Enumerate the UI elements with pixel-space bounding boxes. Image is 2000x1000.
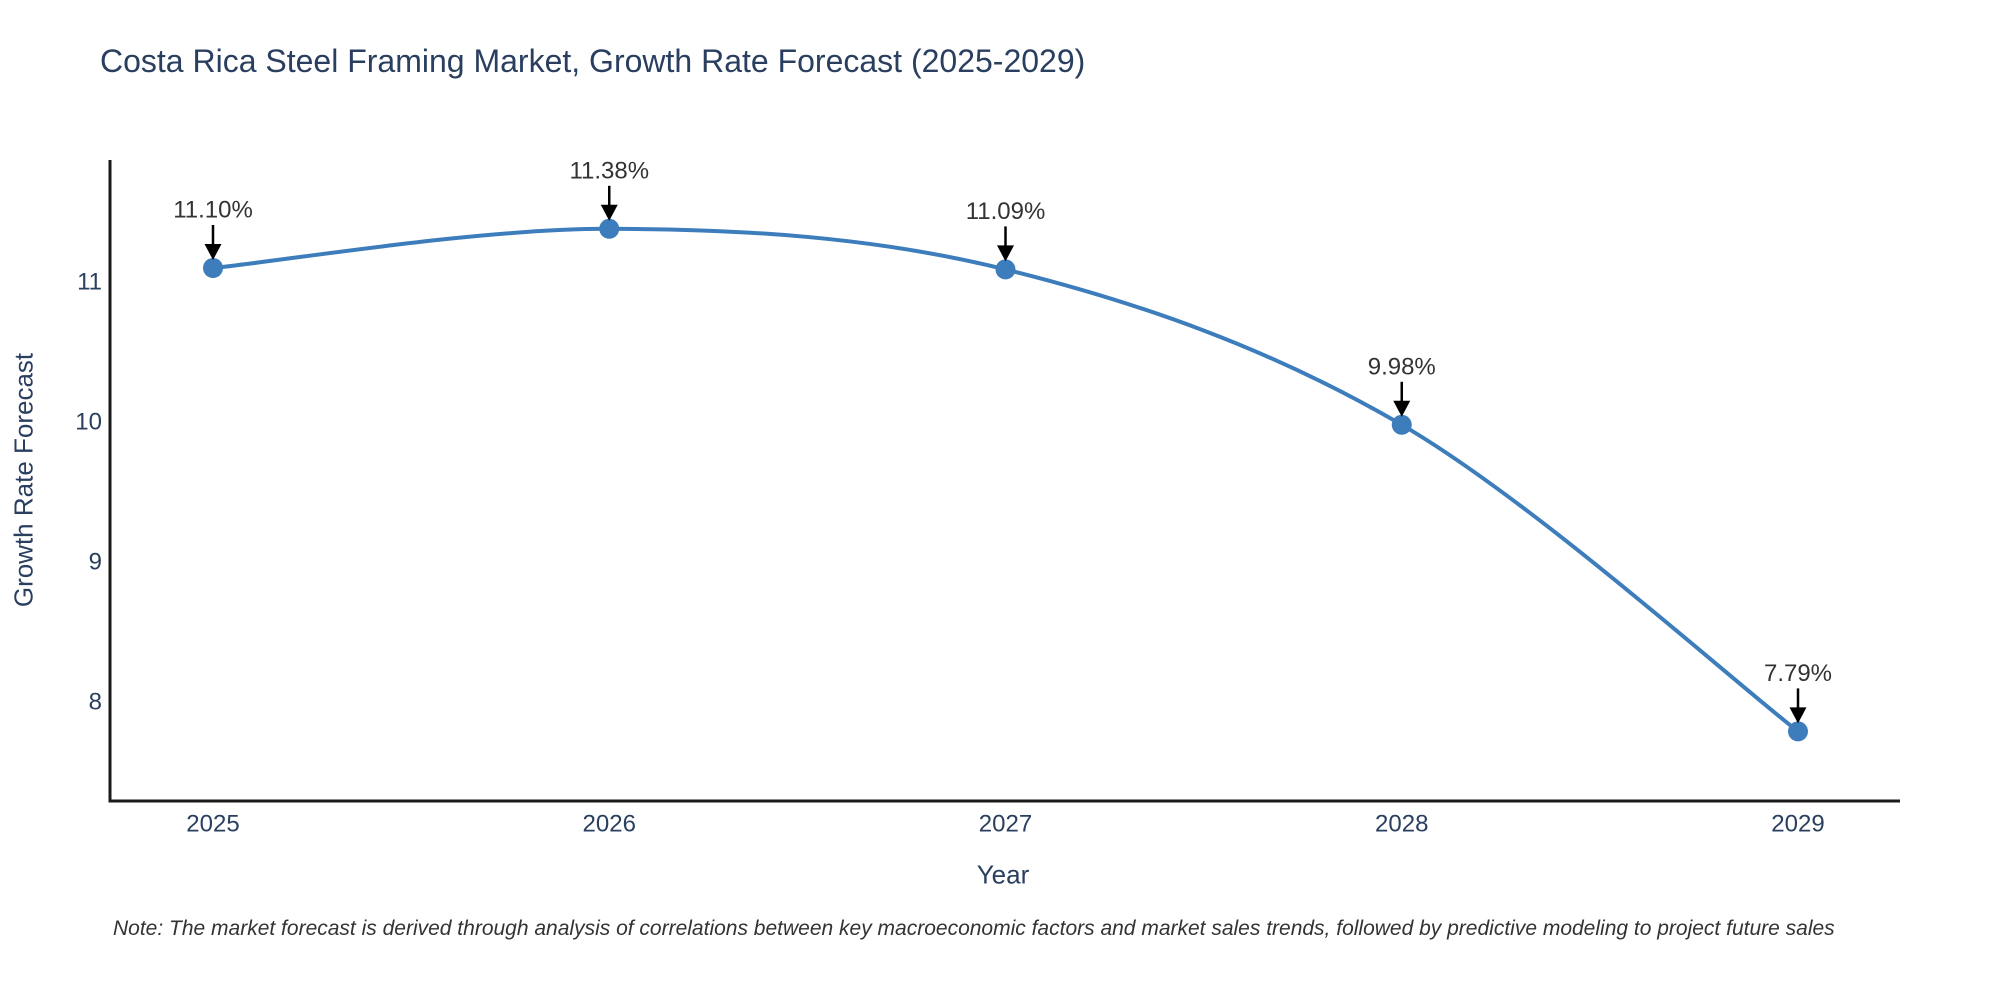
x-tick-label: 2025 bbox=[186, 811, 239, 838]
data-line bbox=[211, 226, 1800, 734]
annotation-arrowhead-icon bbox=[1789, 707, 1807, 724]
data-point-marker[interactable] bbox=[1391, 414, 1412, 435]
x-tick-label: 2028 bbox=[1375, 811, 1428, 838]
annotation-arrowhead-icon bbox=[600, 204, 618, 221]
annotation-label: 11.10% bbox=[173, 197, 253, 224]
footnote: Note: The market forecast is derived thr… bbox=[113, 917, 1835, 940]
data-point-marker[interactable] bbox=[1788, 721, 1808, 742]
y-tick-label: 10 bbox=[75, 409, 102, 436]
y-tick-label: 8 bbox=[89, 689, 102, 716]
y-tick-label: 9 bbox=[89, 549, 102, 576]
annotation-label: 11.38% bbox=[569, 157, 649, 184]
x-tick-label: 2026 bbox=[583, 811, 636, 838]
annotation-label: 9.98% bbox=[1368, 353, 1436, 380]
chart-title: Costa Rica Steel Framing Market, Growth … bbox=[100, 43, 1086, 79]
x-tick-label: 2029 bbox=[1771, 811, 1824, 838]
data-point-marker[interactable] bbox=[995, 259, 1016, 280]
annotation-arrowhead-icon bbox=[1393, 400, 1411, 417]
data-point-marker[interactable] bbox=[203, 258, 223, 278]
x-axis-title: Year bbox=[976, 859, 1030, 890]
data-point-marker[interactable] bbox=[599, 218, 620, 239]
annotation-arrowhead-icon bbox=[997, 245, 1014, 262]
annotation-arrowhead-icon bbox=[204, 244, 222, 260]
y-axis-title: Growth Rate Forecast bbox=[8, 352, 39, 608]
annotation-label: 7.79% bbox=[1764, 660, 1832, 687]
y-tick-label: 11 bbox=[77, 269, 102, 296]
x-tick-label: 2027 bbox=[979, 811, 1032, 838]
annotation-label: 11.09% bbox=[966, 198, 1046, 225]
